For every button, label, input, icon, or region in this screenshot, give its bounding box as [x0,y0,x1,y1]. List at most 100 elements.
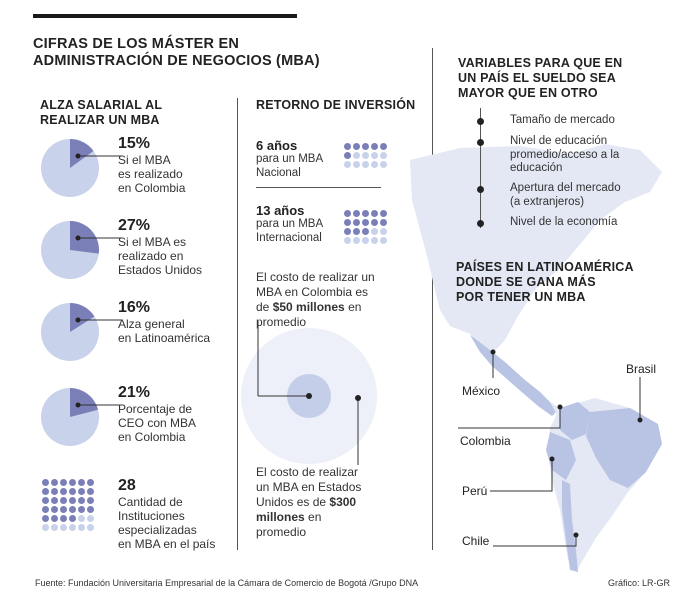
pie-slice [70,139,94,168]
unit-dot [353,219,360,226]
unit-dot [51,515,58,522]
salary-desc-line: CEO con MBA [118,416,197,430]
mexico-shape [470,335,558,416]
salary-item-text: 27% Si el MBA es realizado en Estados Unido… [118,217,202,277]
unit-dot [362,219,369,226]
top-rule [33,14,297,18]
unit-dot [362,143,369,150]
column-divider [432,48,433,550]
unit-dot [362,161,369,168]
unit-dot [362,237,369,244]
internacional-dot-grid [344,210,389,246]
unit-dot [353,228,360,235]
salary-pie-chart [41,221,122,279]
variable-line: Nivel de la economía [510,216,618,228]
unit-dot [69,479,76,486]
pie-slice [70,388,99,417]
unit-dot [371,161,378,168]
paises-heading: PAÍSES EN LATINOAMÉRICA DONDE SE GANA MÁ… [456,260,634,304]
variable-line: (a extranjeros) [510,195,585,208]
salary-pie-chart [41,388,122,446]
americas-map [410,144,662,572]
unit-dot [60,506,67,513]
salary-desc-line: Alza general [118,317,185,331]
variable-bullet [477,220,484,227]
unit-dot [344,161,351,168]
unit-dot [380,228,387,235]
salary-desc-line: Si el MBA es [118,235,187,249]
unit-dot [380,152,387,159]
institutions-dot-grid [42,479,96,533]
salary-pie-chart [41,303,122,361]
unit-dot [362,210,369,217]
unit-dot [87,497,94,504]
peru-shape [546,432,576,480]
label-colombia: Colombia [460,434,511,448]
salary-item-text: 21% Porcentaje de CEO con MBA en Colombia [118,384,196,444]
unit-dot [87,515,94,522]
unit-dot [380,161,387,168]
variable-item: Apertura del mercado (a extranjeros) [510,182,621,209]
unit-dot [60,515,67,522]
unit-dot [371,210,378,217]
unit-dot [362,228,369,235]
unit-dot [51,488,58,495]
unit-dot [371,228,378,235]
unit-dot [371,237,378,244]
unit-dot [87,488,94,495]
unit-dot [60,524,67,531]
nacional-dot-grid [344,143,389,170]
unit-dot [42,524,49,531]
unit-dot [78,488,85,495]
credit-note: Gráfico: LR-GR [608,578,671,588]
salary-desc-line: Estados Unidos [118,263,203,277]
salary-desc-line: en Colombia [118,181,186,195]
salary-item-text: 15% Si el MBA es realizado en Colombia [118,135,185,195]
unit-dot [344,210,351,217]
brazil-shape [586,408,662,488]
variable-line: Nivel de educación [510,135,608,147]
unit-dot [51,479,58,486]
unit-dot [353,152,360,159]
variables-line [480,108,481,228]
unit-dot [69,506,76,513]
cost-colombia-text: El costo de realizar un MBA en Colombia … [256,270,375,329]
unit-dot [69,497,76,504]
unit-dot [380,143,387,150]
salary-desc-line: en Colombia [118,430,186,444]
variable-item: Nivel de la economía [510,216,617,230]
variable-item: Tamaño de mercado [510,114,615,128]
unit-dot [353,143,360,150]
unit-dot [353,161,360,168]
unit-dot [51,506,58,513]
unit-dot [353,210,360,217]
unit-dot [87,479,94,486]
unit-dot [78,506,85,513]
chile-shape [562,480,578,572]
unit-dot [42,515,49,522]
unit-dot [87,524,94,531]
salary-desc-line: Si el MBA [118,153,171,167]
salary-percent: 15% [118,135,151,152]
unit-dot [78,524,85,531]
pie-slice [70,221,99,254]
alza-heading: ALZA SALARIAL AL REALIZAR UN MBA [40,98,163,127]
unit-dot [42,488,49,495]
unit-dot [60,479,67,486]
unit-dot [362,152,369,159]
salary-desc-line: realizado en [118,249,184,263]
label-brasil: Brasil [626,362,657,376]
unit-dot [371,152,378,159]
column-divider [237,98,238,550]
unit-dot [69,488,76,495]
unit-dot [380,219,387,226]
unit-dot [87,506,94,513]
label-mexico: México [462,384,501,398]
variable-line: Tamaño de mercado [510,114,615,126]
unit-dot [380,210,387,217]
unit-dot [344,228,351,235]
colombia-shape [560,402,590,440]
unit-dot [344,237,351,244]
unit-dot [344,143,351,150]
